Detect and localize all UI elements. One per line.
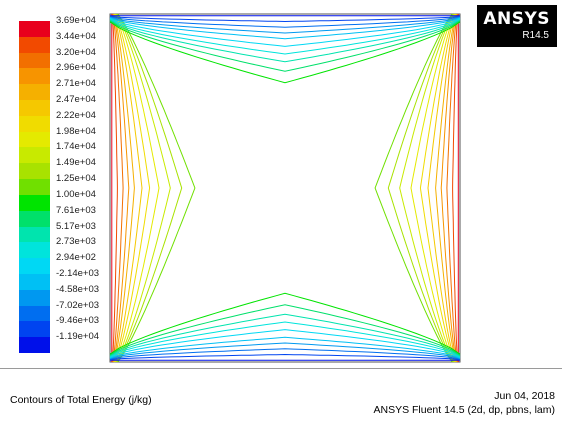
legend-swatch	[19, 179, 50, 196]
contour-line	[109, 342, 461, 360]
contour-line	[446, 13, 458, 363]
ansys-logo: ANSYS R14.5	[477, 5, 557, 47]
legend-swatch	[19, 100, 50, 117]
logo-version-text: R14.5	[522, 30, 549, 41]
legend-tick-label: 1.25e+04	[56, 173, 96, 185]
legend-tick-label: 2.22e+04	[56, 109, 96, 121]
contour-line	[113, 13, 143, 363]
contour-line	[109, 20, 461, 72]
contour-line	[109, 336, 461, 359]
legend-swatch	[19, 242, 50, 259]
plot-title: Contours of Total Energy (j/kg)	[10, 394, 152, 406]
contour-line	[109, 21, 461, 84]
contour-line	[410, 13, 456, 363]
contour-line	[374, 13, 453, 363]
legend-tick-label: 3.44e+04	[56, 30, 96, 42]
contour-line	[114, 13, 151, 363]
legend-swatch	[19, 258, 50, 275]
legend-swatch	[19, 163, 50, 180]
contour-line	[427, 13, 457, 363]
legend-tick-label: -2.14e+03	[56, 267, 100, 279]
contour-line	[112, 13, 130, 363]
contour-line	[109, 353, 461, 361]
contour-line	[109, 15, 461, 23]
legend-swatch	[19, 337, 50, 354]
legend-tick-label: 3.69e+04	[56, 15, 96, 26]
legend-tick-label: -1.19e+04	[56, 331, 100, 343]
title-block: Contours of Total Energy (j/kg) Jun 04, …	[0, 368, 562, 424]
legend-tick-label: 2.96e+04	[56, 62, 96, 74]
contour-line	[399, 13, 455, 363]
contour-plot[interactable]	[0, 0, 562, 368]
contour-line	[109, 329, 461, 358]
solver-info: ANSYS Fluent 14.5 (2d, dp, pbns, lam)	[373, 404, 555, 416]
legend-tick-label: 2.73e+03	[56, 236, 96, 248]
legend-swatch	[19, 115, 50, 133]
legend-tick-label: 1.49e+04	[56, 157, 96, 169]
contour-line	[109, 304, 461, 356]
contour-line	[114, 13, 160, 363]
contour-line	[387, 13, 454, 363]
legend-tick-label: 1.98e+04	[56, 125, 96, 137]
legend-tick-label: -4.58e+03	[56, 283, 100, 295]
contour-line	[109, 16, 461, 28]
legend-swatch	[19, 321, 50, 338]
contour-line	[109, 18, 461, 47]
contour-line	[109, 16, 461, 34]
legend-swatch	[19, 21, 50, 38]
legend-swatch	[19, 147, 50, 164]
legend-swatch	[19, 226, 50, 243]
contour-line	[109, 321, 461, 358]
contour-line	[117, 13, 196, 363]
contour-line	[112, 13, 124, 363]
contour-line	[109, 18, 461, 55]
color-legend	[19, 21, 50, 354]
contour-line	[435, 13, 458, 363]
legend-swatch	[19, 194, 50, 212]
contour-line	[111, 13, 118, 363]
legend-swatch	[19, 68, 50, 85]
legend-swatch	[19, 273, 50, 291]
contour-line	[109, 313, 461, 357]
legend-swatch	[19, 131, 50, 148]
legend-swatch	[19, 289, 50, 307]
contour-line	[440, 13, 458, 363]
legend-tick-label: 7.61e+03	[56, 204, 96, 216]
legend-swatch	[19, 84, 50, 101]
legend-tick-label: 1.74e+04	[56, 141, 96, 153]
legend-swatch	[19, 305, 50, 322]
legend-swatch	[19, 36, 50, 54]
contour-line	[452, 13, 459, 363]
legend-tick-label: 5.17e+03	[56, 220, 96, 232]
contour-line	[116, 13, 183, 363]
legend-tick-label: 2.71e+04	[56, 78, 96, 90]
contour-line	[109, 17, 461, 40]
legend-tick-label: 2.47e+04	[56, 94, 96, 106]
contour-line	[419, 13, 456, 363]
contour-line	[115, 13, 171, 363]
contour-line	[112, 13, 135, 363]
legend-tick-label: 2.94e+02	[56, 252, 96, 264]
contour-line	[109, 292, 461, 355]
legend-tick-label: 3.20e+04	[56, 46, 96, 58]
graphics-viewport[interactable]: 3.69e+04 3.44e+04 3.20e+04 2.96e+04 2.71e+04…	[0, 0, 562, 368]
contour-line	[109, 348, 461, 360]
legend-tick-label: -9.46e+03	[56, 315, 100, 327]
legend-swatch	[19, 52, 50, 69]
legend-tick-label: -7.02e+03	[56, 299, 100, 311]
domain-frame	[109, 13, 461, 363]
contour-line	[109, 19, 461, 63]
legend-swatch	[19, 210, 50, 227]
legend-tick-label: 1.00e+04	[56, 188, 96, 200]
logo-brand-text: ANSYS	[483, 9, 550, 29]
plot-date: Jun 04, 2018	[494, 390, 555, 402]
